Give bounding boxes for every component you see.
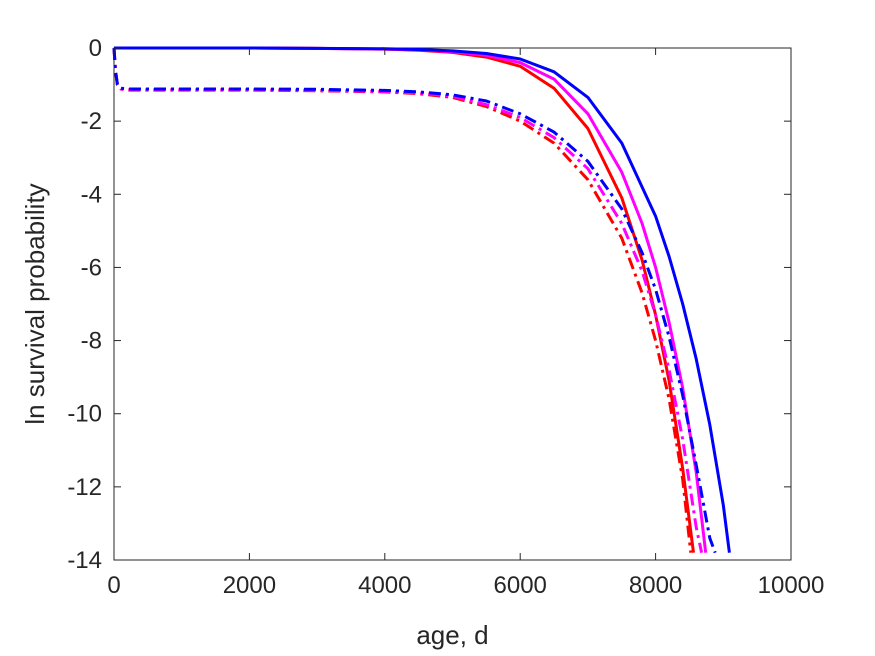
x-tick-label: 8000 xyxy=(629,572,682,599)
series-line-3 xyxy=(114,46,731,553)
x-tick-label: 10000 xyxy=(758,572,825,599)
y-tick-label: 0 xyxy=(89,35,102,62)
y-axis-label: ln survival probability xyxy=(20,183,50,424)
tick-layer: 0 2000 4000 6000 8000 10000 0 -2 -4 -6 -8 -10 -12 -14 xyxy=(67,35,824,599)
plot-area: 0 2000 4000 6000 8000 10000 0 -2 -4 -6 -8 -10 -12 -14 xyxy=(67,35,824,599)
plot-frame xyxy=(113,47,792,561)
y-tick-label: -14 xyxy=(67,547,102,574)
x-axis-label: age, d xyxy=(416,620,488,650)
y-tick-label: -4 xyxy=(81,181,102,208)
x-tick-label: 4000 xyxy=(358,572,411,599)
x-tick-label: 2000 xyxy=(223,572,276,599)
y-tick-label: -12 xyxy=(67,474,102,501)
x-tick-label: 0 xyxy=(107,572,120,599)
x-tick-label: 6000 xyxy=(494,572,547,599)
y-tick-label: -6 xyxy=(81,254,102,281)
y-tick-label: -2 xyxy=(81,108,102,135)
y-tick-label: -10 xyxy=(67,401,102,428)
y-tick-label: -8 xyxy=(81,328,102,355)
series-line-6 xyxy=(112,47,717,554)
series-layer xyxy=(112,46,731,554)
